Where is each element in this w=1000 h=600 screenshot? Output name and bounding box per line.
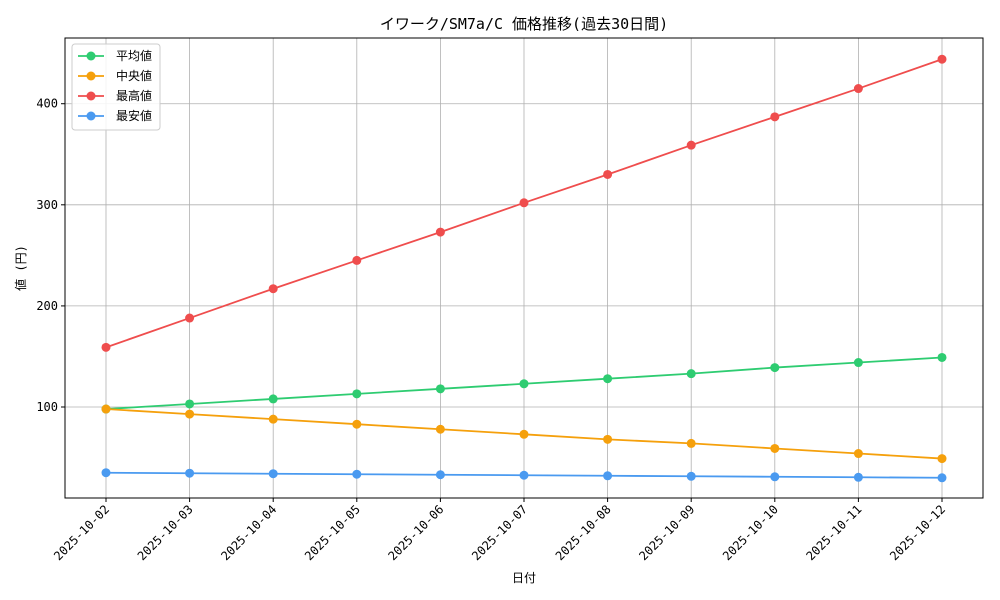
data-point — [268, 284, 278, 294]
data-point — [937, 54, 947, 64]
data-point — [770, 112, 780, 122]
y-tick-label: 300 — [36, 198, 58, 212]
legend-marker — [86, 91, 96, 101]
data-point — [519, 429, 529, 439]
data-point — [770, 472, 780, 482]
data-point — [686, 140, 696, 150]
series-layer — [101, 54, 947, 483]
x-tick-label: 2025-10-06 — [386, 502, 447, 563]
y-tick-label: 200 — [36, 299, 58, 313]
x-tick-label: 2025-10-10 — [720, 502, 781, 563]
data-point — [853, 84, 863, 94]
data-point — [435, 227, 445, 237]
data-point — [519, 198, 529, 208]
legend-label: 最高値 — [116, 88, 152, 103]
data-point — [352, 389, 362, 399]
data-point — [352, 255, 362, 265]
data-point — [268, 394, 278, 404]
legend-item: 最安値 — [78, 108, 152, 123]
data-point — [937, 473, 947, 483]
data-point — [435, 470, 445, 480]
legend-marker — [86, 51, 96, 61]
data-point — [268, 414, 278, 424]
data-point — [937, 352, 947, 362]
legend-box — [71, 43, 161, 131]
data-point — [519, 379, 529, 389]
data-point — [686, 438, 696, 448]
data-point — [853, 449, 863, 459]
legend-label: 平均値 — [116, 48, 152, 63]
data-point — [352, 469, 362, 479]
data-point — [853, 358, 863, 368]
legend-item: 最高値 — [78, 88, 152, 103]
data-point — [603, 169, 613, 179]
series — [101, 468, 947, 483]
data-point — [686, 369, 696, 379]
data-point — [185, 313, 195, 323]
legend-marker — [86, 111, 96, 121]
x-axis-ticks: 2025-10-02 2025-10-03 2025-10-04 2025-10-05… — [51, 498, 948, 563]
data-point — [185, 399, 195, 409]
legend-label: 最安値 — [116, 108, 152, 123]
data-point — [101, 468, 111, 478]
x-tick-label: 2025-10-04 — [218, 502, 279, 563]
data-point — [352, 419, 362, 429]
legend-label: 中央値 — [116, 68, 152, 83]
data-point — [603, 434, 613, 444]
x-tick-label: 2025-10-11 — [804, 502, 865, 563]
data-point — [770, 443, 780, 453]
x-tick-label: 2025-10-09 — [636, 502, 697, 563]
data-point — [686, 471, 696, 481]
data-point — [185, 468, 195, 478]
x-axis-label: 日付 — [512, 571, 536, 585]
data-point — [603, 374, 613, 384]
x-tick-label: 2025-10-05 — [302, 502, 363, 563]
data-point — [770, 363, 780, 373]
y-tick-label: 100 — [36, 400, 58, 414]
series — [101, 54, 947, 352]
data-point — [937, 454, 947, 464]
legend-item: 平均値 — [78, 48, 152, 63]
data-point — [519, 470, 529, 480]
series — [101, 404, 947, 464]
grid — [65, 38, 983, 498]
x-tick-label: 2025-10-12 — [887, 502, 948, 563]
y-axis-label: 値 (円) — [13, 245, 28, 291]
legend-marker — [86, 71, 96, 81]
data-point — [101, 404, 111, 414]
data-point — [268, 469, 278, 479]
x-tick-label: 2025-10-07 — [469, 502, 530, 563]
chart-title: イワーク/SM7a/C 価格推移(過去30日間) — [380, 15, 668, 33]
data-point — [435, 424, 445, 434]
data-point — [853, 472, 863, 482]
x-tick-label: 2025-10-02 — [51, 502, 112, 563]
legend-item: 中央値 — [78, 68, 152, 83]
x-tick-label: 2025-10-03 — [135, 502, 196, 563]
data-point — [435, 384, 445, 394]
data-point — [101, 342, 111, 352]
data-point — [603, 471, 613, 481]
y-axis-ticks: 100 200 300 400 — [36, 97, 65, 414]
x-tick-label: 2025-10-08 — [553, 502, 614, 563]
y-tick-label: 400 — [36, 97, 58, 111]
data-point — [185, 409, 195, 419]
